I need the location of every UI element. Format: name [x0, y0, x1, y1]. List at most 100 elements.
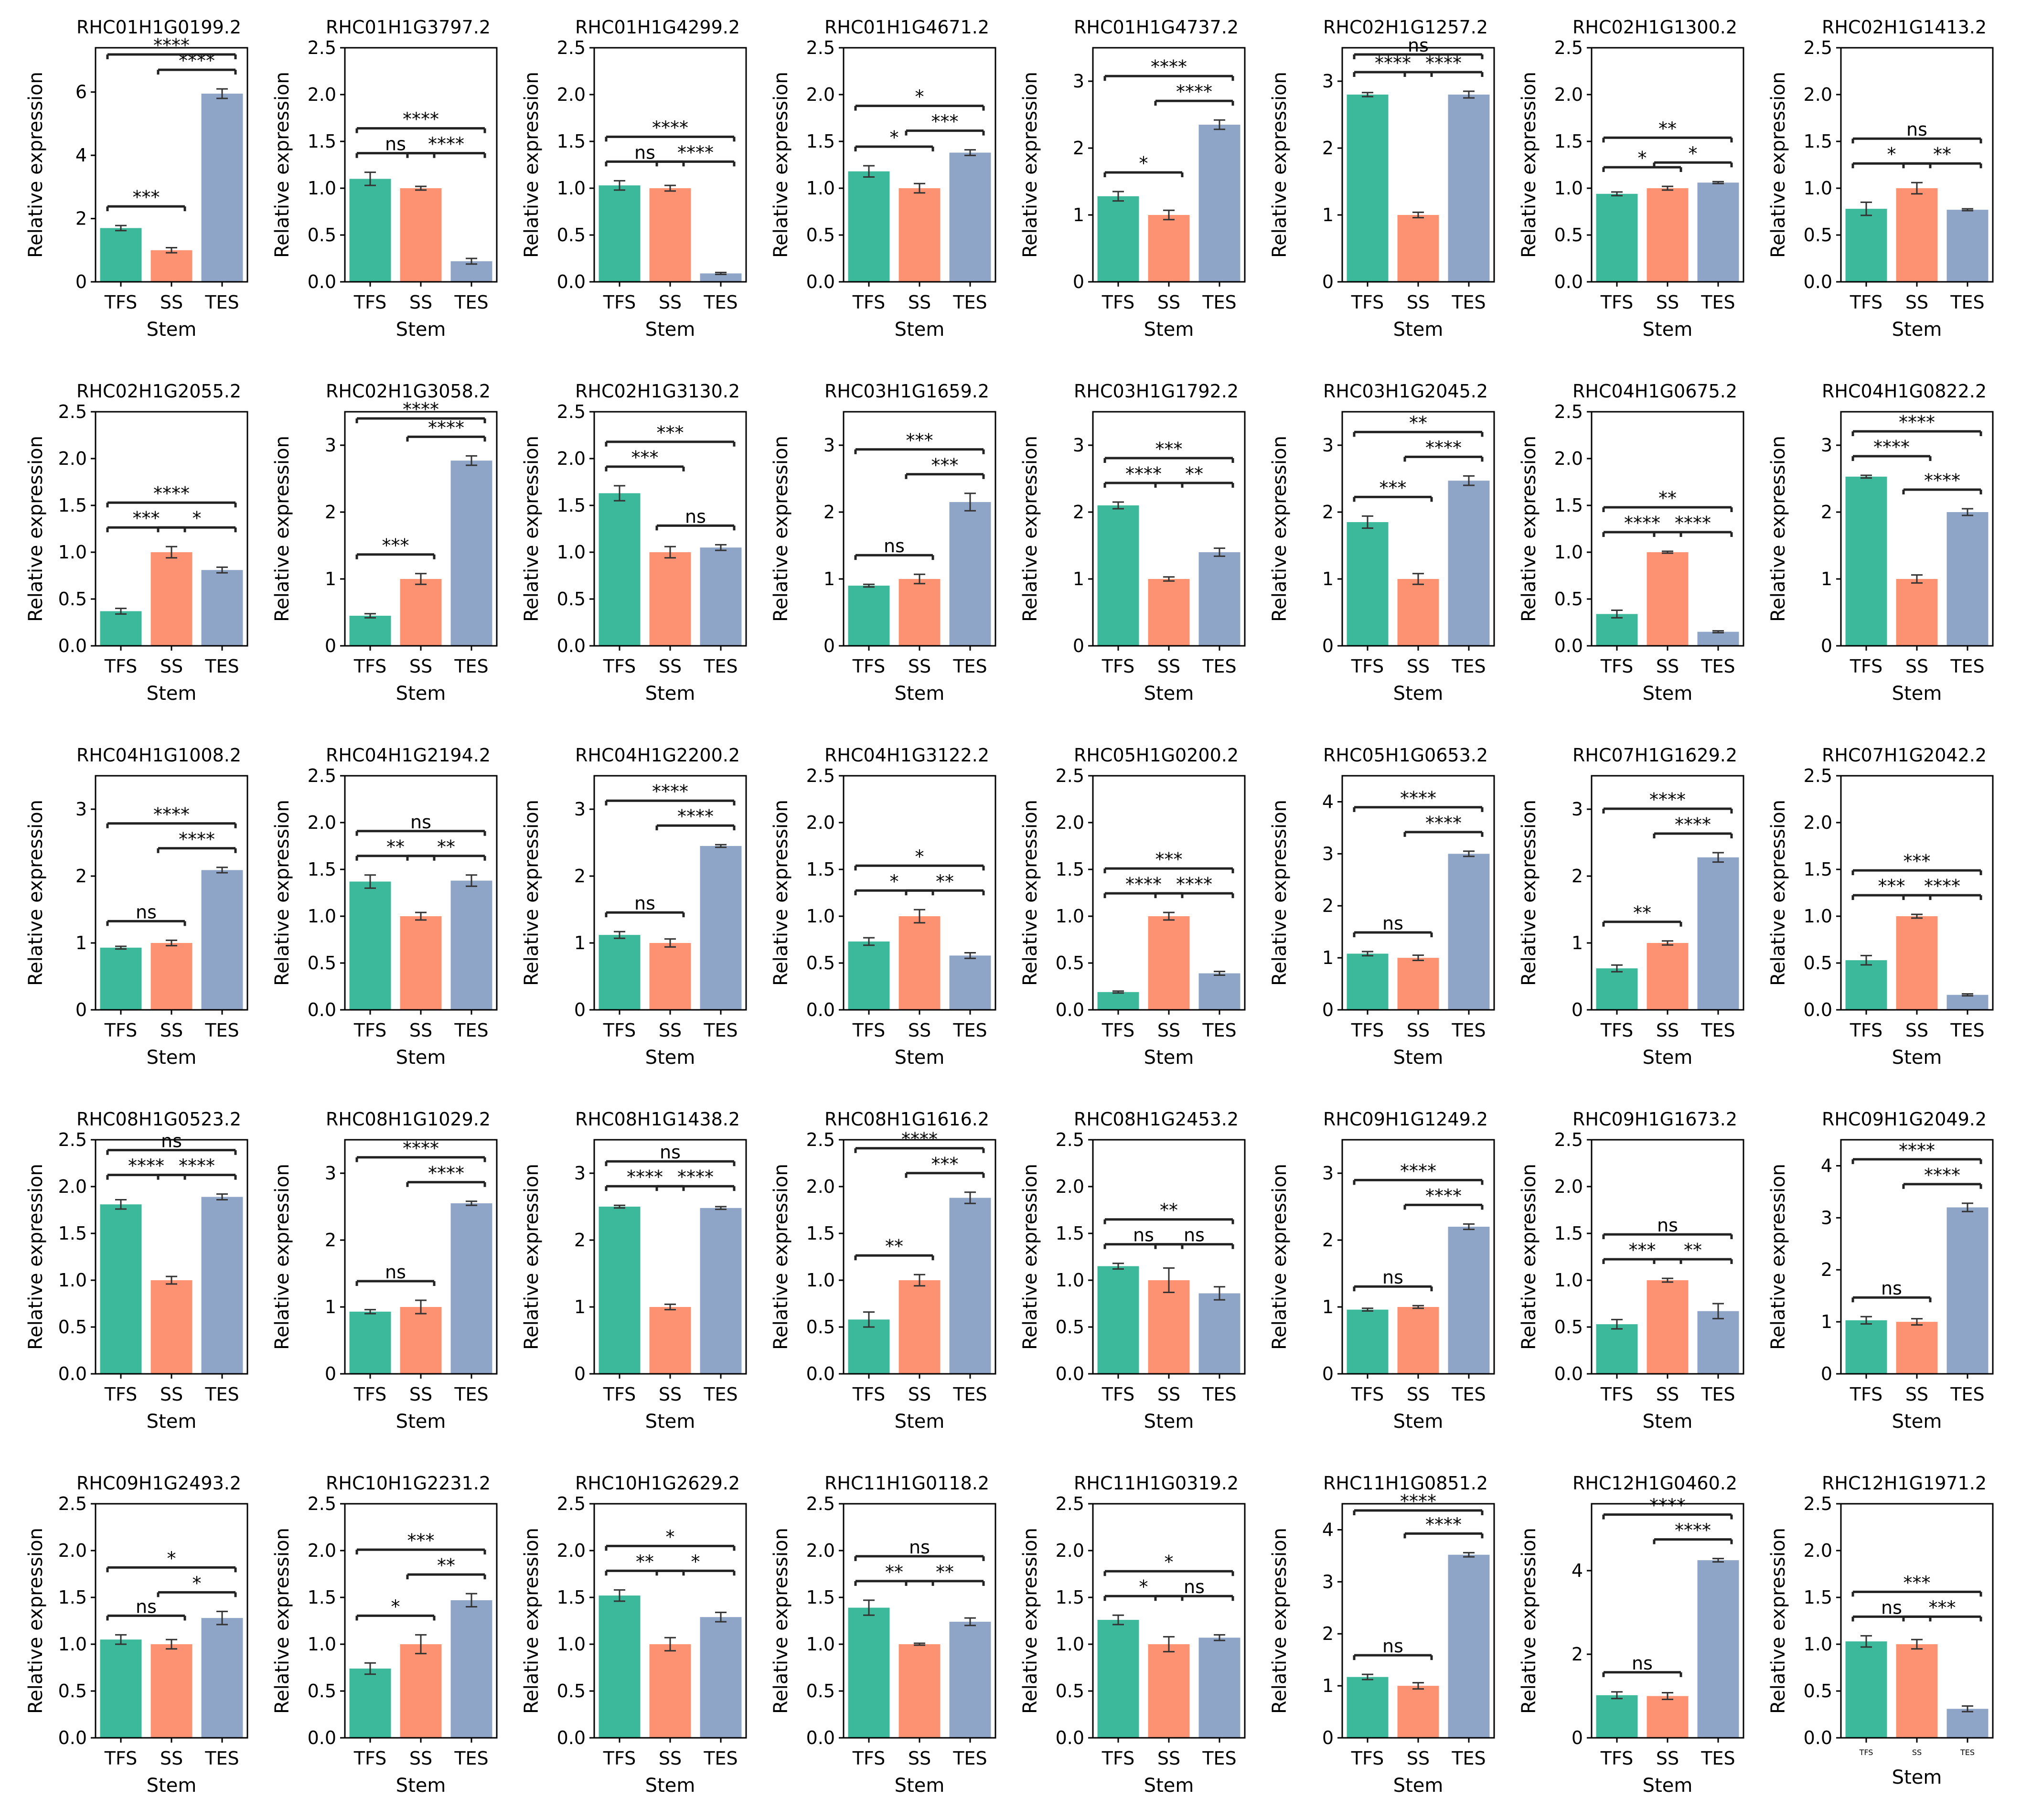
x-tick-label: TES	[703, 1020, 738, 1041]
x-tick-label: SS	[659, 1384, 682, 1405]
error-bar	[863, 1311, 875, 1328]
bar-tfs	[1596, 1324, 1638, 1374]
significance-bracket	[1902, 1183, 1982, 1189]
bar-ss	[898, 188, 941, 282]
x-tick-label: TES	[1202, 1384, 1236, 1405]
significance-label: **	[386, 836, 405, 857]
error-bar	[664, 184, 676, 192]
y-tick-label: 3	[1821, 435, 1832, 456]
x-axis-label: Stem	[1393, 683, 1444, 705]
error-bar	[1412, 211, 1424, 219]
significance-label: ns	[634, 893, 655, 914]
significance-bracket	[1602, 166, 1682, 172]
y-axis-label: Relative expression	[25, 72, 47, 258]
significance-label: ****	[1924, 1165, 1960, 1186]
y-tick-label: 0	[574, 999, 586, 1020]
y-tick-label: 1.5	[806, 1587, 835, 1608]
significance-label: **	[1933, 144, 1951, 165]
x-tick-label: TES	[1202, 292, 1236, 313]
y-axis-label: Relative expression	[770, 800, 792, 986]
significance-label: **	[1658, 488, 1677, 509]
chart-title: RHC10H1G2629.2	[575, 1473, 740, 1494]
error-bar	[1911, 913, 1923, 919]
error-bar	[863, 937, 875, 946]
bar-tfs	[1845, 1641, 1887, 1738]
x-tick-label: TFS	[104, 292, 138, 313]
y-tick-label: 1	[1322, 568, 1334, 589]
x-tick-label: SS	[659, 1748, 682, 1769]
y-tick-label: 1	[1322, 204, 1334, 225]
error-bar	[1911, 1638, 1923, 1650]
chart-title: RHC08H1G1438.2	[575, 1109, 740, 1130]
bar-ss	[150, 943, 192, 1010]
y-tick-label: 1	[1322, 1675, 1334, 1696]
x-axis-label: Stem	[645, 683, 695, 705]
x-tick-label: TES	[204, 1748, 239, 1769]
significance-label: *	[192, 1573, 202, 1594]
significance-label: ns	[1382, 913, 1403, 934]
error-bar	[1611, 610, 1623, 619]
x-tick-label: TFS	[104, 1384, 138, 1405]
chart-panel: RHC01H1G0199.2 0 2 4 6 TFS SS TES Stem Relative e…	[25, 17, 248, 341]
y-tick-label: 1.0	[806, 906, 835, 927]
y-axis-label: Relative expression	[25, 436, 47, 622]
x-tick-label: SS	[1407, 1384, 1430, 1405]
y-tick-label: 3	[1821, 1207, 1832, 1228]
x-tick-label: TES	[1451, 1384, 1486, 1405]
x-axis-label: Stem	[1393, 1411, 1444, 1433]
significance-bracket	[406, 855, 486, 861]
error-bar	[863, 583, 875, 588]
error-bar	[166, 939, 177, 947]
x-tick-label: TES	[1451, 1020, 1486, 1041]
bar-tfs	[1347, 1677, 1389, 1738]
chart-title: RHC04H1G2194.2	[326, 745, 491, 766]
significance-label: **	[1684, 1240, 1702, 1261]
significance-label: ***	[1155, 849, 1183, 870]
y-axis-label: Relative expression	[1518, 1164, 1540, 1350]
y-tick-label: 0	[1821, 1363, 1832, 1384]
y-tick-label: 0.5	[1056, 953, 1084, 974]
error-bar	[115, 225, 127, 232]
bar-tfs	[349, 616, 391, 646]
significance-label: ****	[128, 1156, 164, 1177]
significance-label: ***	[931, 1154, 959, 1175]
significance-label: ns	[1906, 119, 1927, 140]
x-tick-label: SS	[908, 1384, 931, 1405]
bar-ss	[150, 1280, 192, 1374]
y-tick-label: 0.0	[1056, 999, 1084, 1020]
error-bar	[614, 1204, 625, 1209]
significance-label: **	[437, 1555, 455, 1576]
x-tick-label: TFS	[1850, 656, 1883, 677]
significance-label: ***	[1878, 876, 1905, 897]
error-bar	[614, 485, 625, 502]
y-tick-label: 1.0	[1056, 1634, 1084, 1655]
y-tick-label: 1.0	[557, 178, 586, 199]
y-tick-label: 4	[1322, 1519, 1334, 1540]
error-bar	[216, 867, 228, 874]
bar-tfs	[1596, 968, 1638, 1010]
significance-label: *	[666, 1526, 675, 1547]
x-axis-label: Stem	[396, 1047, 446, 1069]
error-bar	[115, 945, 127, 950]
x-tick-label: TES	[703, 1748, 738, 1769]
y-tick-label: 1	[1821, 568, 1832, 589]
x-tick-label: SS	[160, 1748, 183, 1769]
bar-tes	[1448, 1554, 1490, 1738]
bar-tfs	[100, 1639, 142, 1738]
y-tick-label: 2.5	[1554, 401, 1583, 422]
error-bar	[715, 271, 727, 275]
chart-title: RHC04H1G0822.2	[1822, 381, 1987, 402]
chart-title: RHC01H1G4299.2	[575, 17, 740, 38]
x-axis-label: Stem	[1393, 1775, 1444, 1797]
y-axis-label: Relative expression	[271, 800, 293, 986]
x-tick-label: SS	[1912, 1748, 1922, 1757]
significance-bracket	[1403, 831, 1484, 837]
error-bar	[166, 1638, 177, 1650]
error-bar	[166, 1275, 177, 1285]
error-bar	[1362, 515, 1373, 529]
significance-bracket	[157, 1174, 237, 1180]
y-tick-label: 1.0	[308, 178, 336, 199]
significance-bracket	[1403, 1203, 1484, 1210]
y-tick-label: 1.0	[1554, 1270, 1583, 1291]
bar-tes	[700, 547, 742, 646]
